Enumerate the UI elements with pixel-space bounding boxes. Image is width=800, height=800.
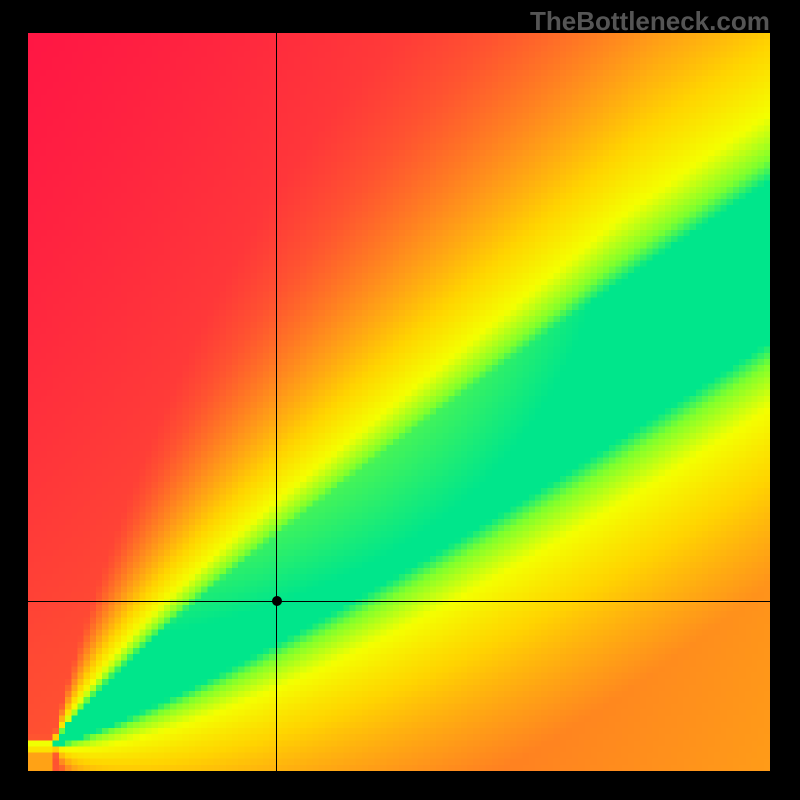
crosshair-marker: [272, 596, 282, 606]
bottleneck-heatmap: [28, 33, 770, 771]
crosshair-horizontal: [28, 601, 770, 602]
watermark-text: TheBottleneck.com: [530, 6, 770, 37]
chart-container: TheBottleneck.com: [0, 0, 800, 800]
crosshair-vertical: [276, 33, 277, 771]
